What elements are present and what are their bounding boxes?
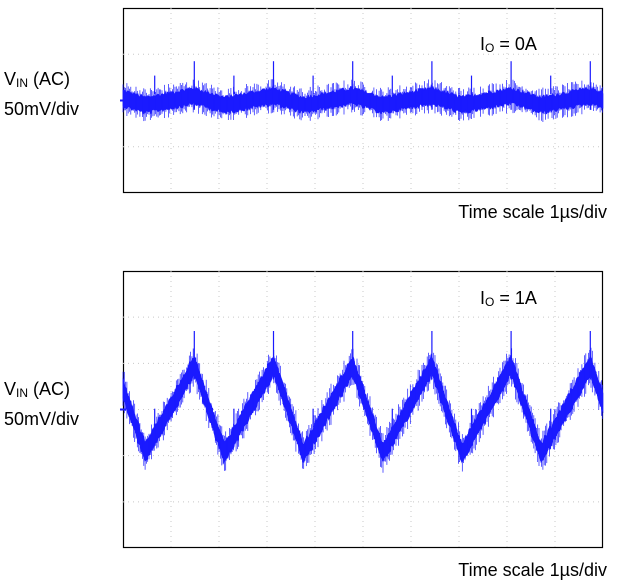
oscilloscope-screen [120,270,604,549]
load-current-label: IO = 1A [480,288,537,309]
scope-plot [120,7,604,194]
time-scale-label: Time scale 1µs/div [458,560,607,580]
trace-noise [122,79,604,122]
y-scale-label: 50mV/div [4,409,80,429]
y-axis-label: VIN (AC) 50mV/div [4,66,79,122]
switching-spikes [154,61,591,110]
oscilloscope-screen [120,7,604,194]
load-current-label: IO = 0A [480,34,537,55]
scope-plot [120,270,604,549]
scope-panel-top: VIN (AC) 50mV/div IO = 0A Time scale 1µs… [0,0,617,230]
time-scale-label: Time scale 1µs/div [458,202,607,222]
y-axis-label: VIN (AC) 50mV/div [4,376,79,432]
y-scale-label: 50mV/div [4,99,80,119]
grid [123,271,603,548]
switching-spikes [154,331,591,428]
scope-panel-bottom: VIN (AC) 50mV/div IO = 1A Time scale 1µs… [0,268,617,588]
